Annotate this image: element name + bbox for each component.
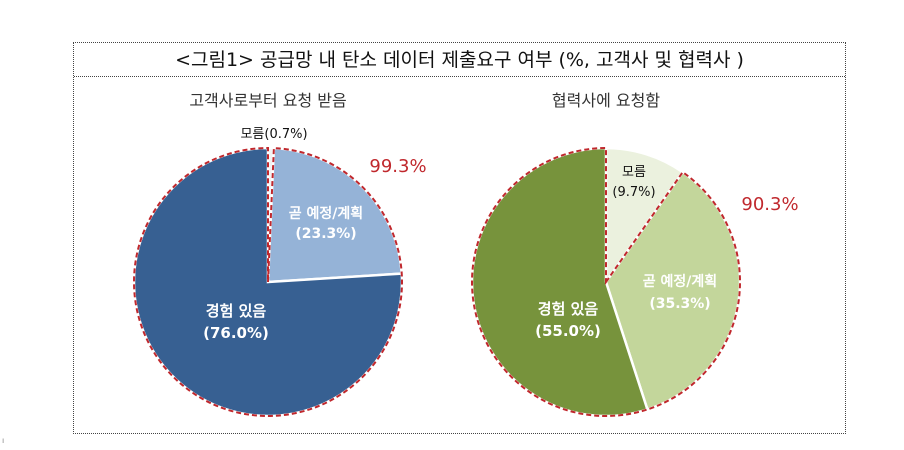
pie-1-label-experienced-1: (55.0%) bbox=[535, 322, 601, 340]
figure-frame: <그림1> 공급망 내 탄소 데이터 제출요구 여부 (%, 고객사 및 협력사… bbox=[73, 42, 846, 434]
pie-0-highlight-total: 99.3% bbox=[369, 156, 426, 177]
pie-title-0: 고객사로부터 요청 받음 bbox=[189, 91, 346, 110]
pie-0-label-experienced-0: 경험 있음 bbox=[206, 302, 267, 320]
pie-1-slice-2 bbox=[470, 146, 649, 418]
pie-0-label-unknown-0: 모름(0.7%) bbox=[240, 127, 307, 142]
pie-0-label-planned-0: 곧 예정/계획 bbox=[289, 205, 363, 222]
figure-title: <그림1> 공급망 내 탄소 데이터 제출요구 여부 (%, 고객사 및 협력사… bbox=[74, 43, 845, 77]
pie-1-slice-0 bbox=[604, 146, 685, 286]
pie-1-label-unknown-0: 모름 bbox=[622, 165, 646, 180]
pie-1-label-planned-0: 곧 예정/계획 bbox=[643, 273, 717, 290]
pie-0-highlight-outline bbox=[132, 146, 403, 417]
pie-title-1: 협력사에 요청함 bbox=[552, 91, 660, 110]
pie-0-label-planned-1: (23.3%) bbox=[295, 226, 356, 242]
pie-1-highlight-total: 90.3% bbox=[741, 194, 798, 215]
corner-mark: ı bbox=[2, 436, 5, 445]
pie-0-label-experienced-1: (76.0%) bbox=[203, 324, 269, 342]
pie-1-label-planned-1: (35.3%) bbox=[649, 296, 710, 312]
pie-1-highlight-outline bbox=[471, 146, 741, 417]
pie-1-label-unknown-1: (9.7%) bbox=[612, 185, 655, 200]
pie-1-label-experienced-0: 경험 있음 bbox=[538, 300, 599, 318]
